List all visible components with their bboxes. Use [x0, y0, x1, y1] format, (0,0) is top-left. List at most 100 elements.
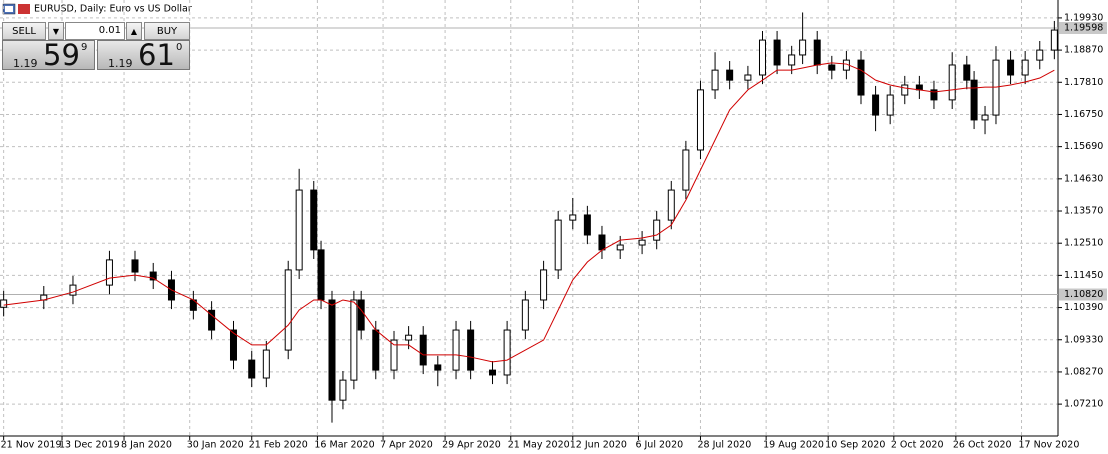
- candle-body: [372, 329, 380, 371]
- y-tick-label: 1.12510: [1064, 238, 1103, 249]
- x-tick-label: 21 Nov 2019: [1, 440, 62, 451]
- candle-body: [930, 89, 938, 101]
- flag-icon: [18, 4, 30, 14]
- candle-body: [467, 329, 475, 371]
- candle-body: [0, 299, 8, 308]
- candle-body: [788, 54, 796, 66]
- window-icon-inner: [5, 6, 13, 12]
- candle-body: [295, 189, 303, 271]
- sell-price-big: 1.19: [13, 57, 38, 70]
- x-tick-label: 21 May 2020: [508, 440, 570, 451]
- candle-body: [503, 329, 511, 376]
- candle-body: [1007, 59, 1015, 76]
- candle-body: [434, 364, 442, 371]
- lot-input[interactable]: 0.01: [65, 22, 125, 40]
- candle-body: [390, 339, 398, 371]
- candle-body: [682, 149, 690, 191]
- y-tick-label: 1.09330: [1064, 334, 1103, 345]
- x-tick-label: 29 Apr 2020: [442, 440, 501, 451]
- buy-price-big: 1.19: [108, 57, 133, 70]
- candle-body: [521, 299, 529, 331]
- candle-body: [1036, 49, 1044, 61]
- candle-body: [350, 299, 358, 381]
- candle-body: [726, 69, 734, 81]
- x-tick-label: 17 Nov 2020: [1019, 440, 1080, 451]
- x-tick-label: 6 Jul 2020: [635, 440, 683, 451]
- candle-body: [598, 234, 606, 251]
- candle-body: [1050, 29, 1058, 51]
- y-tick-label: 1.07210: [1064, 399, 1103, 410]
- candles: [0, 12, 1058, 423]
- sell-price[interactable]: 1.19 59 9: [2, 38, 95, 72]
- candle-body: [452, 329, 460, 371]
- candle-body: [616, 244, 624, 251]
- buy-price[interactable]: 1.19 61 0: [97, 38, 190, 72]
- x-tick-label: 7 Apr 2020: [380, 440, 433, 451]
- sell-price-pips: 59: [43, 38, 80, 72]
- x-tick-label: 28 Jul 2020: [697, 440, 751, 451]
- candle-body: [262, 349, 270, 379]
- candle-body: [419, 334, 427, 366]
- y-tick-label: 1.19930: [1064, 12, 1103, 23]
- chart-title: EURUSD, Daily: Euro vs US Dollar: [34, 4, 192, 15]
- candle-body: [828, 64, 836, 71]
- y-tick-label: 1.18870: [1064, 45, 1103, 56]
- candle-body: [554, 219, 562, 271]
- candle-body: [328, 299, 336, 401]
- x-tick-label: 2 Oct 2020: [891, 440, 944, 451]
- y-tick-label: 1.15690: [1064, 141, 1103, 152]
- candle-body: [317, 249, 325, 301]
- candle-body: [131, 259, 139, 273]
- sell-price-point: 9: [81, 42, 88, 53]
- buy-price-point: 0: [176, 42, 183, 53]
- candle-body: [405, 334, 413, 341]
- candle-body: [758, 39, 766, 76]
- lot-up[interactable]: ▲: [126, 22, 142, 40]
- candle-body: [653, 219, 661, 241]
- candle-body: [149, 271, 157, 281]
- x-tick-label: 8 Jan 2020: [121, 440, 172, 451]
- candle-body: [357, 299, 365, 331]
- x-tick-label: 16 Mar 2020: [314, 440, 374, 451]
- price-label: 1.19598: [1064, 22, 1103, 33]
- candle-body: [638, 239, 646, 246]
- candle-body: [857, 59, 865, 96]
- x-tick-label: 30 Jan 2020: [187, 440, 244, 451]
- buy-button[interactable]: BUY: [144, 22, 190, 40]
- candle-body: [744, 74, 752, 81]
- candle-body: [569, 214, 577, 221]
- y-tick-label: 1.08270: [1064, 366, 1103, 377]
- candle-body: [284, 269, 292, 351]
- moving-average: [3, 62, 1055, 363]
- candle-body: [872, 94, 880, 116]
- candle-body: [901, 84, 909, 96]
- x-tick-label: 26 Oct 2020: [953, 440, 1012, 451]
- candle-body: [813, 39, 821, 66]
- lot-down[interactable]: ▼: [48, 22, 64, 40]
- candle-body: [799, 39, 807, 56]
- candle-body: [69, 284, 77, 296]
- candle-body: [310, 189, 318, 251]
- candle-body: [981, 114, 989, 121]
- candle-body: [970, 79, 978, 121]
- candle-body: [229, 329, 237, 361]
- y-tick-label: 1.10390: [1064, 302, 1103, 313]
- candle-body: [489, 369, 497, 376]
- candle-body: [696, 89, 704, 151]
- candle-body: [1021, 59, 1029, 76]
- candle-body: [540, 269, 548, 301]
- y-tick-label: 1.14630: [1064, 173, 1103, 184]
- x-tick-label: 10 Sep 2020: [825, 440, 885, 451]
- y-tick-label: 1.16750: [1064, 109, 1103, 120]
- sell-button[interactable]: SELL: [2, 22, 46, 40]
- candle-body: [711, 69, 719, 91]
- x-tick-label: 12 Jun 2020: [570, 440, 627, 451]
- x-tick-label: 21 Feb 2020: [249, 440, 308, 451]
- candle-body: [886, 94, 894, 116]
- candle-body: [773, 39, 781, 66]
- grid: [0, 0, 1058, 436]
- candle-body: [339, 379, 347, 401]
- candle-body: [208, 309, 216, 331]
